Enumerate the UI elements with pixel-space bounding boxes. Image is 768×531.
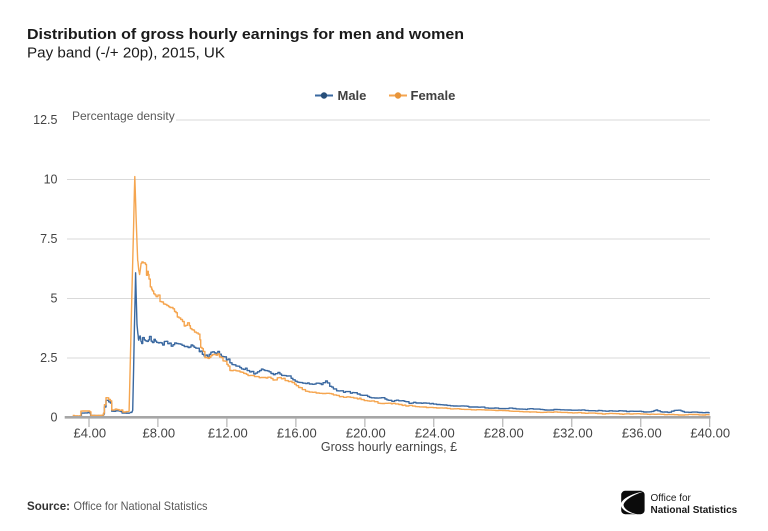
svg-text:Office for National Statistics: Office for National Statistics — [74, 499, 208, 513]
svg-text:£28.00: £28.00 — [484, 426, 524, 441]
svg-text:7.5: 7.5 — [40, 232, 57, 246]
svg-text:10: 10 — [44, 172, 58, 186]
svg-text:12.5: 12.5 — [33, 113, 57, 127]
svg-text:Office for: Office for — [651, 493, 692, 504]
svg-text:2.5: 2.5 — [40, 351, 57, 365]
svg-text:£40.00: £40.00 — [690, 426, 730, 441]
svg-text:0: 0 — [51, 410, 58, 424]
svg-text:Distribution of gross hourly e: Distribution of gross hourly earnings fo… — [27, 26, 464, 43]
svg-text:Female: Female — [411, 88, 456, 103]
svg-text:National Statistics: National Statistics — [651, 505, 738, 516]
svg-text:Male: Male — [338, 88, 367, 103]
svg-text:£20.00: £20.00 — [346, 426, 386, 441]
svg-text:5: 5 — [51, 291, 58, 305]
svg-text:Percentage density: Percentage density — [72, 109, 175, 123]
svg-text:£4.00: £4.00 — [74, 426, 107, 441]
svg-text:£8.00: £8.00 — [143, 426, 176, 441]
svg-text:Pay band (-/+ 20p), 2015, UK: Pay band (-/+ 20p), 2015, UK — [27, 45, 225, 62]
svg-text:Source:: Source: — [27, 499, 70, 513]
svg-text:£24.00: £24.00 — [415, 426, 455, 441]
svg-text:£12.00: £12.00 — [208, 426, 248, 441]
svg-text:£36.00: £36.00 — [622, 426, 662, 441]
svg-text:£32.00: £32.00 — [553, 426, 593, 441]
svg-text:Gross hourly earnings, £: Gross hourly earnings, £ — [321, 440, 457, 454]
svg-text:£16.00: £16.00 — [277, 426, 317, 441]
